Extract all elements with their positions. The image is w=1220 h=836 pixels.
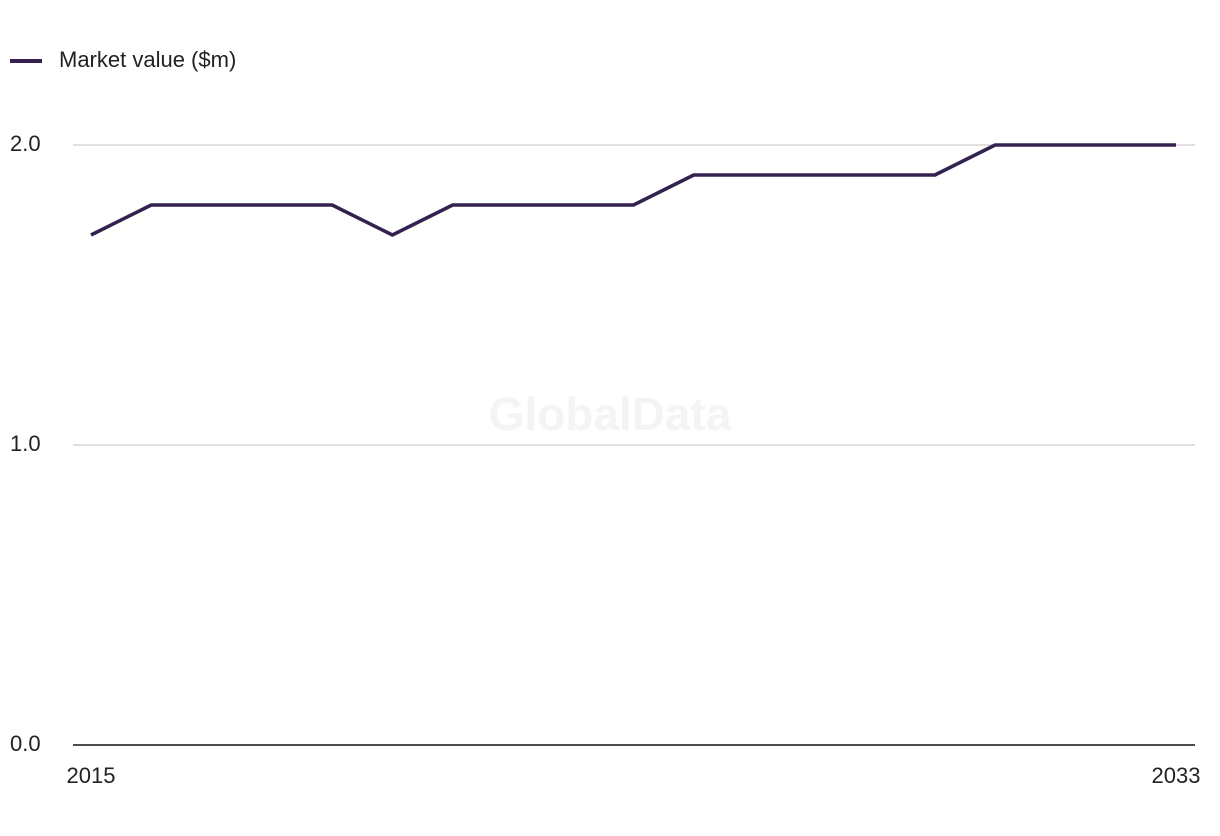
x-tick-label: 2015 xyxy=(67,763,116,788)
legend-label: Market value ($m) xyxy=(59,47,236,72)
y-tick-label: 2.0 xyxy=(10,131,41,156)
watermark: GlobalData xyxy=(489,388,732,440)
x-tick-label: 2033 xyxy=(1152,763,1201,788)
y-tick-label: 1.0 xyxy=(10,431,41,456)
y-tick-label: 0.0 xyxy=(10,731,41,756)
line-series xyxy=(90,143,1176,237)
